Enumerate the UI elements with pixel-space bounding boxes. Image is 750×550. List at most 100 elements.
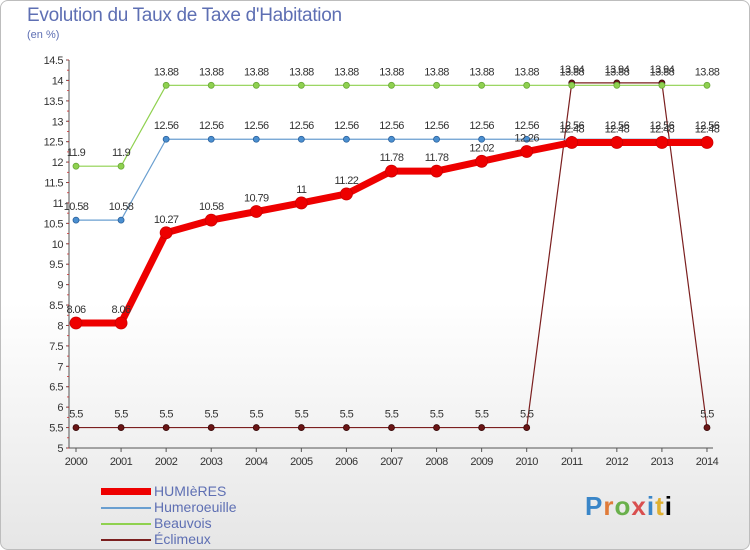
data-point-eclimeux: [117, 424, 125, 431]
data-label-humieres: 8.06: [112, 304, 131, 316]
data-label-humieres: 11.78: [380, 152, 404, 164]
data-label-humeroeuille: 10.58: [109, 201, 134, 213]
x-tick-label: 2007: [380, 456, 403, 468]
data-label-eclimeux: 5.5: [204, 409, 218, 421]
data-point-humeroeuille: [433, 135, 440, 143]
data-label-eclimeux: 5.5: [114, 409, 128, 421]
series-layer: [69, 79, 714, 431]
y-tick-label: 6: [57, 402, 63, 414]
data-point-humieres: [159, 226, 173, 240]
data-point-humeroeuille: [523, 135, 531, 143]
data-label-beauvois: 13.88: [199, 66, 224, 78]
data-label-humieres: 10.58: [199, 201, 224, 213]
data-label-humeroeuille: 12.56: [514, 120, 539, 132]
data-label-eclimeux: 5.5: [340, 409, 354, 421]
data-point-eclimeux: [72, 424, 80, 431]
data-label-humieres: 12.48: [695, 124, 720, 136]
data-point-eclimeux: [433, 424, 440, 431]
data-label-eclimeux: 5.5: [250, 409, 264, 421]
data-label-humieres: 11.22: [335, 175, 359, 187]
data-label-humieres: 12.48: [605, 124, 630, 136]
data-point-humeroeuille: [388, 135, 395, 143]
data-label-humeroeuille: 12.56: [379, 120, 404, 132]
logo-letter: x: [631, 491, 647, 521]
data-point-beauvois: [343, 81, 350, 89]
y-axis: 5 5.5 6 6.5 7 7.5 8 8.5 9 9.5 10 10.5 11 11.5 12 12.5 13…: [44, 55, 70, 455]
x-tick-label: 2010: [515, 456, 538, 468]
x-tick-label: 2004: [245, 456, 268, 468]
data-point-humieres: [294, 196, 308, 210]
data-label-humieres: 12.02: [469, 142, 494, 154]
chart-subtitle: (en %): [27, 29, 60, 41]
data-point-eclimeux: [162, 424, 170, 431]
data-label-eclimeux: 5.5: [520, 409, 534, 421]
y-tick-label: 5.5: [49, 423, 63, 435]
y-tick-label: 7: [57, 361, 63, 373]
data-label-humieres: 11.78: [425, 152, 449, 164]
x-tick-label: 2006: [335, 456, 358, 468]
legend-label-eclimeux: Éclimeux: [154, 531, 211, 547]
data-point-beauvois: [433, 81, 440, 89]
data-point-beauvois: [72, 162, 80, 170]
data-point-humieres: [114, 316, 128, 330]
data-point-beauvois: [297, 81, 305, 89]
data-point-humieres: [520, 145, 534, 158]
data-point-beauvois: [703, 81, 711, 89]
data-label-humeroeuille: 12.56: [334, 120, 359, 132]
data-point-humieres: [249, 205, 263, 218]
data-label-humeroeuille: 12.56: [289, 120, 314, 132]
legend-label-beauvois: Beauvois: [154, 515, 212, 531]
logo-letter: i: [646, 491, 656, 521]
data-label-beauvois: 13.88: [154, 66, 179, 78]
y-tick-label: 5: [57, 443, 63, 455]
data-label-eclimeux: 13.94: [560, 64, 585, 76]
data-label-humeroeuille: 12.56: [154, 120, 179, 132]
data-label-eclimeux: 5.5: [295, 409, 309, 421]
data-label-eclimeux: 5.5: [69, 409, 83, 421]
data-point-humieres: [69, 316, 83, 330]
data-label-humieres: 12.26: [514, 132, 539, 144]
legend-swatch-humeroeuille: [101, 507, 151, 509]
data-point-eclimeux: [343, 424, 350, 431]
data-label-humeroeuille: 10.58: [64, 201, 89, 213]
x-tick-label: 2013: [651, 456, 674, 468]
y-tick-label: 14.5: [44, 55, 64, 67]
data-label-eclimeux: 5.5: [385, 409, 399, 421]
data-label-eclimeux: 5.5: [159, 409, 173, 421]
y-tick-label: 13.5: [44, 96, 64, 108]
x-axis: 2000 2001 2002 2003 2004 2005 2006 2007 2008 2009…: [65, 447, 719, 468]
data-point-humieres: [700, 136, 714, 149]
data-point-humeroeuille: [162, 135, 170, 143]
data-label-beauvois: 13.88: [469, 66, 494, 78]
data-point-eclimeux: [478, 424, 486, 431]
data-point-humeroeuille: [478, 135, 486, 143]
y-tick-label: 8: [57, 320, 63, 332]
data-point-beauvois: [117, 162, 125, 170]
data-label-eclimeux: 5.5: [430, 409, 444, 421]
data-label-beauvois: 13.88: [244, 66, 269, 78]
x-tick-label: 2001: [110, 456, 133, 468]
data-point-humieres: [655, 136, 669, 149]
x-tick-label: 2014: [696, 456, 719, 468]
data-label-humieres: 12.48: [560, 124, 585, 136]
y-tick-label: 9.5: [49, 259, 63, 271]
data-label-humeroeuille: 12.56: [650, 120, 675, 132]
data-point-eclimeux: [703, 424, 711, 431]
data-label-humieres: 10.27: [154, 214, 179, 226]
logo-letter: o: [614, 491, 632, 521]
data-point-humeroeuille: [343, 135, 350, 143]
y-tick-label: 6.5: [49, 382, 63, 394]
data-label-eclimeux: 13.94: [605, 64, 630, 76]
legend-label-humieres: HUMIèRES: [154, 483, 227, 499]
legend-swatch-eclimeux: [101, 539, 151, 541]
data-label-beauvois: 13.88: [334, 66, 359, 78]
data-point-eclimeux: [388, 424, 395, 431]
y-tick-label: 11.5: [44, 178, 63, 190]
data-label-beauvois: 13.88: [379, 66, 404, 78]
data-label-eclimeux: 13.94: [650, 64, 675, 76]
data-label-humeroeuille: 12.56: [244, 120, 269, 132]
data-point-beauvois: [478, 81, 486, 89]
y-tick-label: 8.5: [49, 300, 63, 312]
